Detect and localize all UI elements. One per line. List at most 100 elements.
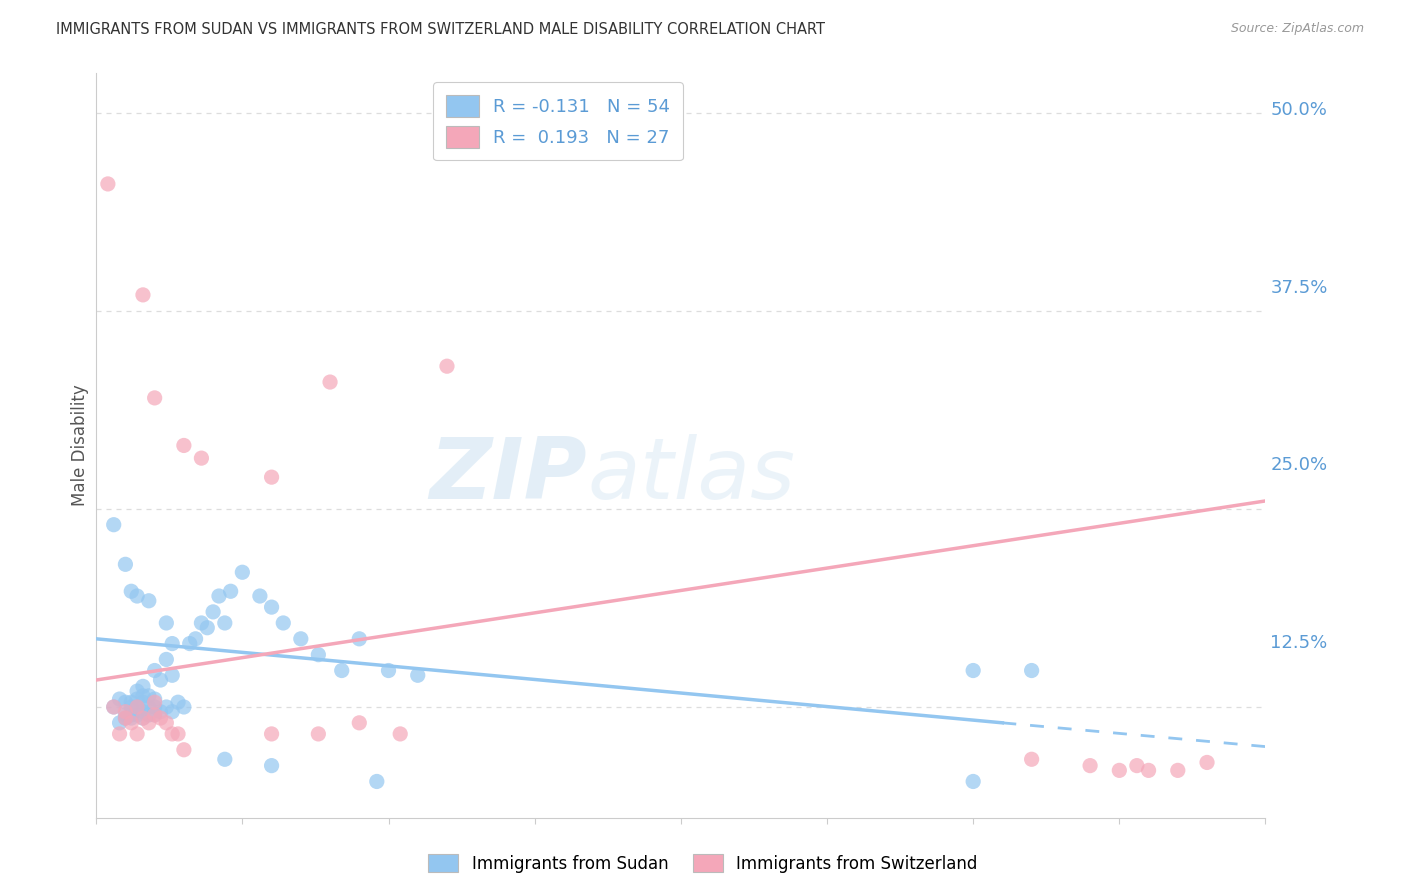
Point [114, 705, 136, 719]
Point [349, 632, 371, 646]
Point [143, 700, 166, 714]
Point [208, 589, 231, 603]
Point [330, 664, 353, 678]
Text: ZIP: ZIP [430, 434, 588, 516]
Point [127, 589, 149, 603]
Point [202, 605, 225, 619]
Point [366, 774, 388, 789]
Point [138, 689, 160, 703]
Legend: R = -0.131   N = 54, R =  0.193   N = 27: R = -0.131 N = 54, R = 0.193 N = 27 [433, 82, 683, 161]
Point [260, 600, 283, 615]
Point [155, 652, 177, 666]
Point [143, 695, 166, 709]
Point [260, 758, 283, 772]
Point [290, 632, 312, 646]
Point [143, 664, 166, 678]
Point [962, 664, 984, 678]
Point [184, 632, 207, 646]
Point [108, 715, 131, 730]
Point [160, 705, 183, 719]
Point [103, 700, 125, 714]
Point [190, 615, 212, 630]
Text: atlas: atlas [588, 434, 796, 516]
Point [127, 700, 149, 714]
Point [219, 584, 242, 599]
Point [1108, 764, 1130, 778]
Point [103, 700, 125, 714]
Point [120, 715, 142, 730]
Point [149, 705, 172, 719]
Point [1167, 764, 1189, 778]
Point [132, 711, 155, 725]
Point [120, 695, 142, 709]
Point [120, 711, 142, 725]
Point [149, 673, 172, 687]
Point [143, 391, 166, 405]
Point [132, 695, 155, 709]
Point [114, 695, 136, 709]
Point [97, 177, 120, 191]
Point [138, 707, 160, 722]
Point [319, 375, 342, 389]
Point [120, 707, 142, 722]
Point [155, 615, 177, 630]
Point [349, 715, 371, 730]
Point [155, 700, 177, 714]
Point [406, 668, 429, 682]
Point [1126, 758, 1149, 772]
Point [260, 470, 283, 484]
Point [127, 684, 149, 698]
Point [132, 288, 155, 302]
Point [114, 711, 136, 725]
Point [1137, 764, 1160, 778]
Point [149, 711, 172, 725]
Point [214, 615, 236, 630]
Point [143, 692, 166, 706]
Point [108, 692, 131, 706]
Point [1195, 756, 1218, 770]
Point [143, 707, 166, 722]
Point [127, 700, 149, 714]
Point [1021, 664, 1043, 678]
Point [120, 700, 142, 714]
Point [138, 700, 160, 714]
Point [962, 774, 984, 789]
Point [307, 648, 329, 662]
Point [114, 558, 136, 572]
Text: Source: ZipAtlas.com: Source: ZipAtlas.com [1230, 22, 1364, 36]
Point [377, 664, 399, 678]
Point [103, 517, 125, 532]
Point [214, 752, 236, 766]
Point [155, 715, 177, 730]
Point [132, 705, 155, 719]
Point [138, 715, 160, 730]
Legend: Immigrants from Sudan, Immigrants from Switzerland: Immigrants from Sudan, Immigrants from S… [422, 847, 984, 880]
Point [389, 727, 412, 741]
Point [127, 692, 149, 706]
Point [160, 636, 183, 650]
Point [1078, 758, 1101, 772]
Point [249, 589, 271, 603]
Point [120, 584, 142, 599]
Point [167, 695, 190, 709]
Point [143, 707, 166, 722]
Point [160, 668, 183, 682]
Point [160, 727, 183, 741]
Point [436, 359, 458, 374]
Point [108, 727, 131, 741]
Point [132, 679, 155, 693]
Point [127, 727, 149, 741]
Point [138, 594, 160, 608]
Point [195, 621, 218, 635]
Point [179, 636, 201, 650]
Point [173, 743, 195, 757]
Point [114, 707, 136, 722]
Point [127, 707, 149, 722]
Point [260, 727, 283, 741]
Point [114, 711, 136, 725]
Text: IMMIGRANTS FROM SUDAN VS IMMIGRANTS FROM SWITZERLAND MALE DISABILITY CORRELATION: IMMIGRANTS FROM SUDAN VS IMMIGRANTS FROM… [56, 22, 825, 37]
Point [167, 727, 190, 741]
Point [173, 700, 195, 714]
Point [190, 451, 212, 466]
Point [307, 727, 329, 741]
